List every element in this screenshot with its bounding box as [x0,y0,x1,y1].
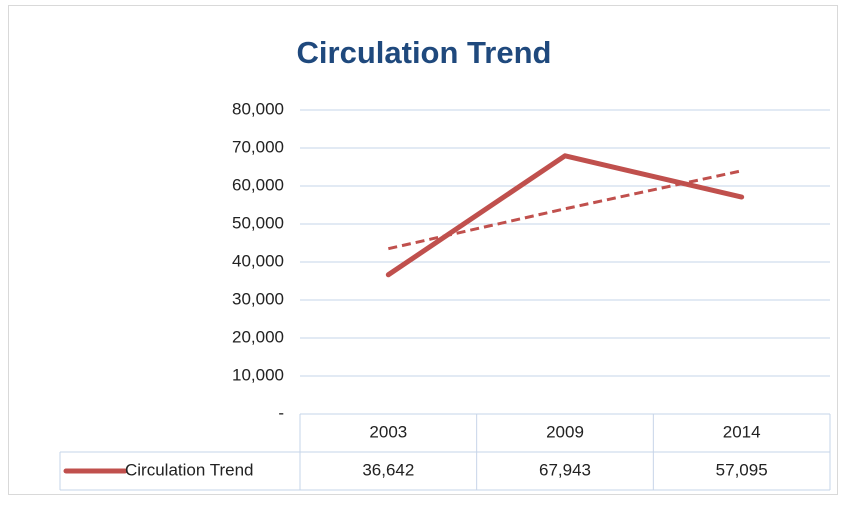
data-label: 67,943 [539,460,591,479]
y-tick-label: 30,000 [232,289,284,308]
y-tick-label: 60,000 [232,175,284,194]
y-tick-label: 70,000 [232,137,284,156]
x-tick-label: 2014 [723,422,761,441]
y-tick-label: 50,000 [232,213,284,232]
y-tick-label: - [278,403,284,422]
data-label: 36,642 [362,460,414,479]
data-label: 57,095 [716,460,768,479]
y-tick-label: 10,000 [232,365,284,384]
y-tick-label: 40,000 [232,251,284,270]
x-tick-label: 2003 [369,422,407,441]
x-tick-label: 2009 [546,422,584,441]
chart-title: Circulation Trend [297,35,552,70]
legend-label: Circulation Trend [125,460,254,479]
y-tick-label: 20,000 [232,327,284,346]
y-tick-label: 80,000 [232,99,284,118]
trendline [388,169,742,251]
